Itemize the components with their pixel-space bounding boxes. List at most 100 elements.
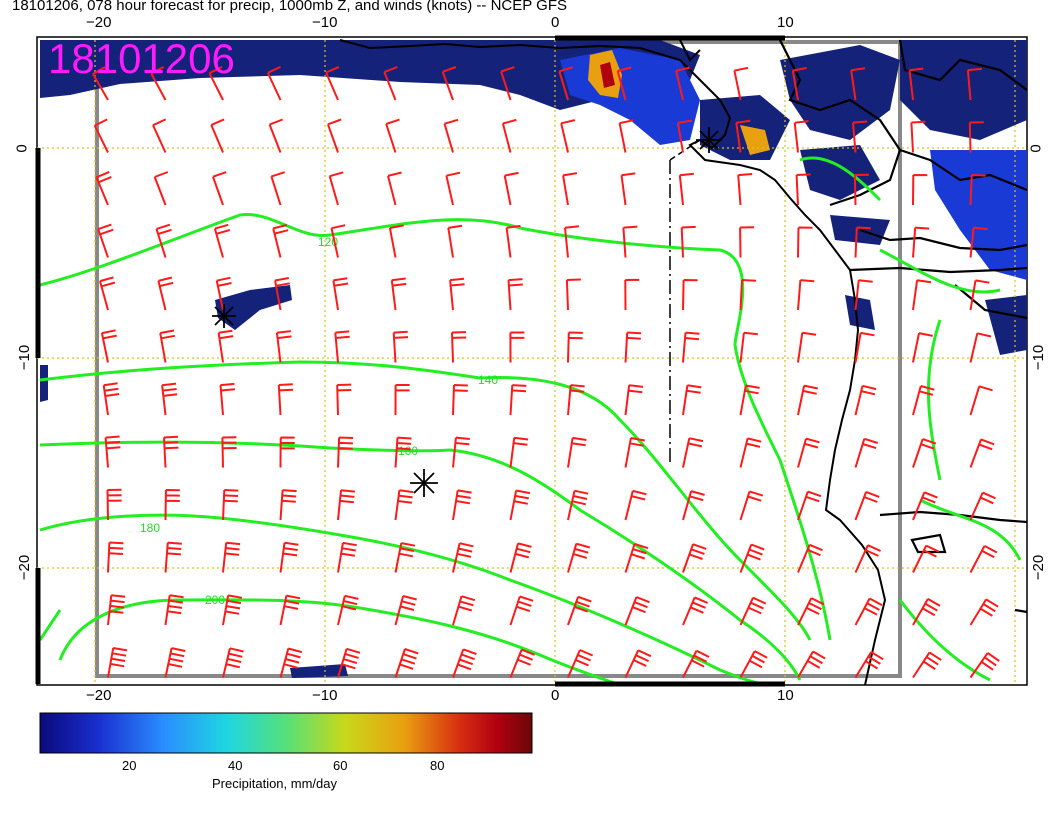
height-contours: [38, 156, 1022, 687]
wind-barb: [509, 436, 529, 468]
border-8: [1014, 608, 1028, 614]
wind-barb: [222, 647, 244, 678]
precip-layer: [40, 40, 1027, 678]
wind-barb: [279, 489, 297, 521]
wind-barb: [564, 225, 580, 258]
wind-barb: [797, 490, 822, 521]
wind-barb: [452, 648, 477, 678]
top-tick: −20: [86, 14, 112, 31]
wind-barb: [969, 598, 999, 626]
wind-barb: [270, 171, 286, 206]
wind-barb: [912, 598, 941, 626]
wind-barb: [157, 276, 174, 311]
wind-barb: [279, 647, 303, 678]
wind-barb: [501, 118, 517, 153]
precip-band-north: [40, 40, 700, 110]
wind-barb: [102, 382, 120, 416]
wind-barb: [394, 648, 419, 678]
wind-barb: [150, 66, 167, 101]
wind-barb: [337, 647, 361, 678]
wind-barb: [277, 383, 294, 416]
wind-barb: [325, 65, 340, 101]
marker-asterisk: [696, 127, 722, 153]
wind-barb: [106, 488, 122, 521]
wind-barb: [100, 329, 117, 363]
wind-barb: [854, 384, 877, 416]
colorbar-tick: 40: [228, 758, 243, 773]
contour-200: [58, 598, 621, 687]
wind-barb: [443, 118, 459, 153]
wind-barb: [567, 542, 591, 573]
border-5: [849, 266, 1028, 274]
wind-barb: [95, 170, 112, 206]
wind-barb: [275, 330, 292, 363]
wind-barb: [966, 67, 982, 101]
wind-barb: [164, 541, 182, 573]
wind-barb: [969, 226, 988, 258]
contour-land-south: [898, 599, 991, 682]
left-tick: 0: [13, 144, 31, 153]
wind-barb: [912, 174, 928, 206]
wind-barb: [500, 66, 515, 101]
wind-barb: [616, 66, 632, 101]
wind-barb: [210, 118, 225, 153]
wind-barb: [567, 649, 594, 678]
wind-barb: [852, 120, 868, 153]
wind-barb: [441, 66, 457, 101]
lake: [910, 533, 947, 554]
contour-180: [39, 513, 771, 687]
border-3: [899, 148, 1028, 192]
wind-barb: [394, 595, 417, 626]
wind-barb: [509, 384, 527, 416]
contour-land: [799, 156, 1022, 561]
wind-barb: [969, 545, 998, 573]
wind-barb: [567, 595, 592, 626]
wind-barb: [394, 384, 410, 416]
wind-barb: [279, 594, 301, 626]
coastlines: [339, 39, 887, 686]
wind-barb: [969, 438, 995, 468]
wind-barb: [624, 649, 652, 678]
wind-barb: [620, 172, 636, 206]
wind-barb: [739, 384, 760, 416]
colorbar-title: Precipitation, mm/day: [212, 776, 337, 791]
map-frame: [36, 36, 1028, 686]
wind-barb: [337, 489, 356, 521]
wind-barb: [567, 331, 583, 363]
wind-barb: [733, 66, 749, 101]
wind-barb: [153, 171, 169, 206]
wind-barb: [739, 279, 757, 311]
wind-barb: [336, 383, 352, 416]
wind-barb: [221, 436, 237, 468]
wind-barb: [337, 541, 357, 573]
colorbar-tick: 80: [430, 758, 445, 773]
wind-barb: [739, 596, 767, 626]
wind-barb: [682, 543, 707, 573]
wind-barb: [163, 435, 179, 468]
wind-barb: [682, 384, 702, 416]
wind-barb: [912, 332, 933, 363]
axis-bars: [35, 35, 785, 687]
wind-barb: [682, 331, 700, 363]
dashed-reference-line-top: [669, 139, 701, 161]
wind-barb: [682, 490, 705, 521]
wind-barb: [215, 276, 232, 311]
wind-barb: [624, 278, 640, 311]
wind-barb: [390, 277, 407, 311]
wind-barb: [797, 650, 826, 678]
marker-asterisk: [212, 304, 236, 328]
africa-coast: [339, 39, 887, 686]
bottom-tick: 0: [551, 687, 560, 704]
wind-barb: [797, 543, 823, 573]
wind-barb: [678, 172, 694, 206]
left-tick: −10: [16, 344, 34, 371]
borders: [779, 39, 1028, 614]
wind-barb: [330, 224, 346, 258]
wind-barb: [682, 437, 704, 468]
wind-barb: [854, 331, 875, 363]
wind-barb: [222, 489, 239, 521]
wind-barb: [447, 224, 463, 258]
wind-barb: [912, 385, 935, 416]
wind-barb: [558, 66, 574, 101]
